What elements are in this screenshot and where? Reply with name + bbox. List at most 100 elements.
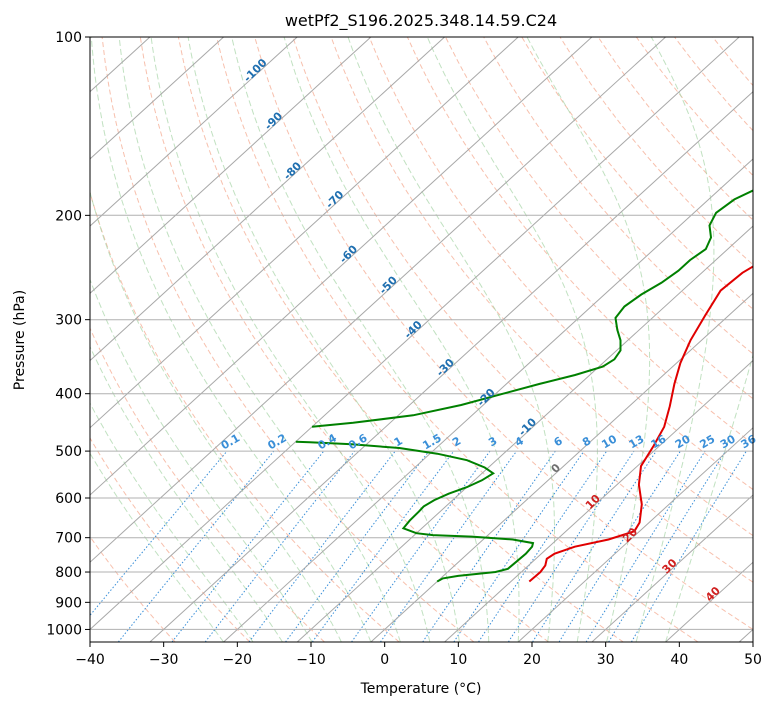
isotherm-label: -100 (241, 56, 270, 85)
y-tick-label: 400 (55, 387, 82, 403)
y-tick-label: 800 (55, 565, 82, 581)
isotherm (90, 37, 519, 429)
dry-adiabat (445, 37, 753, 400)
mixing-ratio-line (478, 450, 608, 642)
mixing-ratio-line (585, 450, 706, 642)
y-tick-label: 700 (55, 531, 82, 547)
moist-adiabat (150, 37, 431, 642)
isotherm (591, 494, 753, 642)
mixing-ratio-line (532, 450, 657, 642)
chart-title: wetPf2_S196.2025.348.14.59.C24 (285, 11, 557, 31)
mixing-ratio-line (285, 450, 430, 642)
isotherm (738, 628, 753, 642)
isotherm (444, 359, 753, 642)
mixing-ratio-label: 3 (486, 434, 499, 449)
isotherm-label: -70 (323, 188, 346, 211)
moist-adiabat (90, 452, 225, 642)
dewpoint-upper-line (311, 189, 753, 428)
mixing-ratio-label: 1.5 (420, 431, 443, 452)
mixing-ratio-label: 0.1 (219, 431, 242, 452)
isotherm (296, 225, 753, 642)
x-tick-label: 10 (449, 652, 467, 668)
isotherm-label: -90 (262, 109, 285, 132)
dry-adiabat (254, 37, 753, 630)
moist-adiabat (526, 37, 651, 642)
dewpoint-line (295, 440, 535, 583)
dry-adiabat (712, 37, 753, 87)
mixing-ratio-label: 0.6 (346, 431, 370, 452)
profiles (295, 189, 753, 583)
dry-adiabat (90, 436, 251, 642)
mixing-ratio-line (171, 450, 325, 642)
dry-adiabat (90, 190, 400, 642)
isotherm-label: 10 (583, 492, 603, 512)
dry-adiabat (521, 37, 753, 310)
temperature-line (528, 265, 753, 583)
y-tick-label: 1000 (46, 622, 82, 638)
mixing-ratio-label: 6 (552, 434, 565, 449)
moist-adiabat (231, 37, 490, 642)
isotherm-label: 30 (660, 556, 680, 576)
mixing-ratio-line (422, 450, 556, 642)
isotherm (90, 37, 372, 295)
isotherm-label: -40 (402, 318, 425, 341)
x-axis-label: Temperature (°C) (360, 681, 482, 697)
mixing-ratio-label: 30 (718, 432, 738, 451)
moist-adiabat (426, 37, 598, 642)
mixing-ratio-line (311, 450, 455, 642)
dry-adiabat (674, 37, 753, 132)
moist-adiabat (90, 402, 254, 642)
moist-adiabat (187, 37, 460, 642)
moist-adiabat (665, 353, 753, 642)
isotherm (370, 292, 753, 642)
y-axis-label: Pressure (hPa) (12, 290, 28, 390)
dry-adiabat (177, 37, 624, 642)
mixing-ratio-line (507, 450, 635, 642)
mixing-ratio-line (204, 450, 355, 642)
moist-adiabat (90, 37, 372, 642)
dry-adiabat (750, 37, 753, 41)
mixing-ratio-line (90, 450, 228, 617)
isotherm (90, 37, 445, 362)
mixing-ratio-label: 0.4 (315, 431, 339, 452)
mixing-ratio-line (248, 450, 396, 642)
isotherm (90, 37, 224, 160)
moist-adiabat (283, 37, 520, 642)
isotherm-label: -80 (281, 159, 304, 182)
y-tick-label: 500 (55, 444, 82, 460)
dry-adiabat (101, 37, 475, 642)
isotherm (90, 37, 740, 631)
mixing-ratio-label: 0.2 (266, 431, 289, 452)
x-tick-label: 50 (744, 652, 762, 668)
isotherm-label: 40 (703, 584, 723, 604)
x-tick-label: 20 (523, 652, 541, 668)
mixing-ratio-line (453, 450, 585, 642)
x-tick-label: 30 (597, 652, 615, 668)
isotherm-label: -60 (337, 242, 360, 265)
mixing-ratio-label: 25 (697, 432, 717, 451)
background-lines (0, 37, 753, 642)
mixing-ratio-line (117, 450, 275, 642)
isotherm-label: -30 (434, 356, 457, 379)
moist-adiabat (90, 345, 283, 642)
mixing-ratio-label: 20 (673, 432, 693, 451)
mixing-ratio-line (351, 450, 491, 642)
isotherm (90, 37, 298, 227)
x-tick-label: −30 (149, 652, 179, 668)
moist-adiabat (90, 190, 342, 642)
plot-frame (89, 36, 754, 643)
isotherm (0, 37, 3, 642)
mixing-ratio-label: 36 (739, 432, 759, 451)
mixing-ratio-line (608, 450, 727, 642)
mixing-ratio-line (558, 450, 681, 642)
mixing-ratio-label: 10 (599, 432, 619, 451)
y-tick-label: 900 (55, 595, 82, 611)
dry-adiabat (635, 37, 753, 177)
dry-adiabat (139, 37, 549, 642)
mixing-ratio-label: 13 (627, 432, 647, 451)
x-axis: −40 −30 −20 −10 0 10 20 30 40 50 (75, 642, 762, 668)
y-tick-label: 300 (55, 313, 82, 329)
isotherm (90, 37, 593, 496)
line-labels: 0.1 0.2 0.4 0.6 1 1.5 2 3 4 6 8 10 13 16 20 25 30 36-100-… (219, 56, 759, 604)
